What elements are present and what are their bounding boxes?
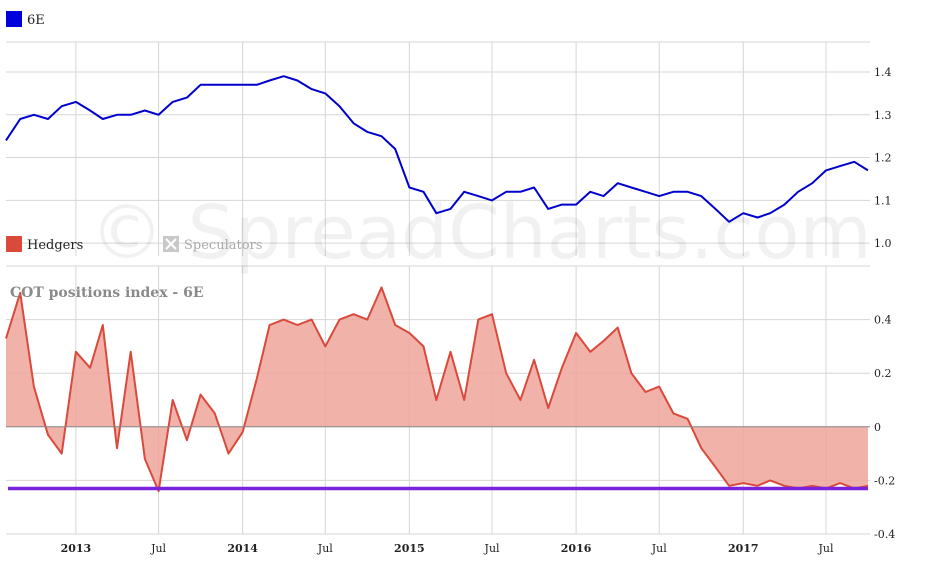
x-tick-label: Jul [150,542,166,555]
legend-speculators-label[interactable]: Speculators [184,238,262,253]
cot-panel-title: COT positions index - 6E [10,285,204,301]
legend-hedgers[interactable]: Hedgers [6,236,83,253]
cot-y-tick-label: 0 [874,421,881,434]
cot-y-tick-label: -0.4 [874,528,895,541]
legend-hedgers-swatch[interactable] [6,236,22,252]
cot-y-tick-label: 0.2 [874,367,892,380]
cot-y-tick-label: 0.4 [874,314,892,327]
series-area-hedgers [6,287,868,492]
cot-panel [5,286,870,493]
x-tick-label: 2017 [728,542,759,555]
legend-speculators[interactable]: Speculators [163,236,262,253]
x-tick-label: 2013 [61,542,92,555]
series-line-hedgers [5,286,869,493]
x-tick-label: 2015 [394,542,425,555]
legend-6e-label[interactable]: 6E [27,13,45,28]
x-tick-label: Jul [484,542,500,555]
watermark: © SpreadCharts.com [90,190,872,276]
price-panel [5,75,869,223]
x-tick-label: Jul [651,542,667,555]
legend-hedgers-label[interactable]: Hedgers [27,238,83,253]
price-y-tick-label: 1.4 [874,66,892,79]
x-tick-label: Jul [817,542,833,555]
price-y-tick-label: 1.1 [874,194,892,207]
price-y-tick-label: 1.3 [874,109,892,122]
legend-6e[interactable]: 6E [6,11,45,28]
speculators-off-icon[interactable] [163,236,179,252]
legend-6e-swatch[interactable] [6,11,22,27]
price-y-tick-label: 1.0 [874,237,892,250]
x-tick-label: 2014 [227,542,258,555]
series-line-6e [5,75,869,223]
cot-y-tick-label: -0.2 [874,474,895,487]
x-tick-label: 2016 [561,542,592,555]
price-y-tick-label: 1.2 [874,152,892,165]
x-tick-label: Jul [317,542,333,555]
axes: 1.0 1.1 1.2 1.3 1.4 -0.4 -0.2 0 0.2 0.4 2013 Jul 201… [61,66,896,555]
